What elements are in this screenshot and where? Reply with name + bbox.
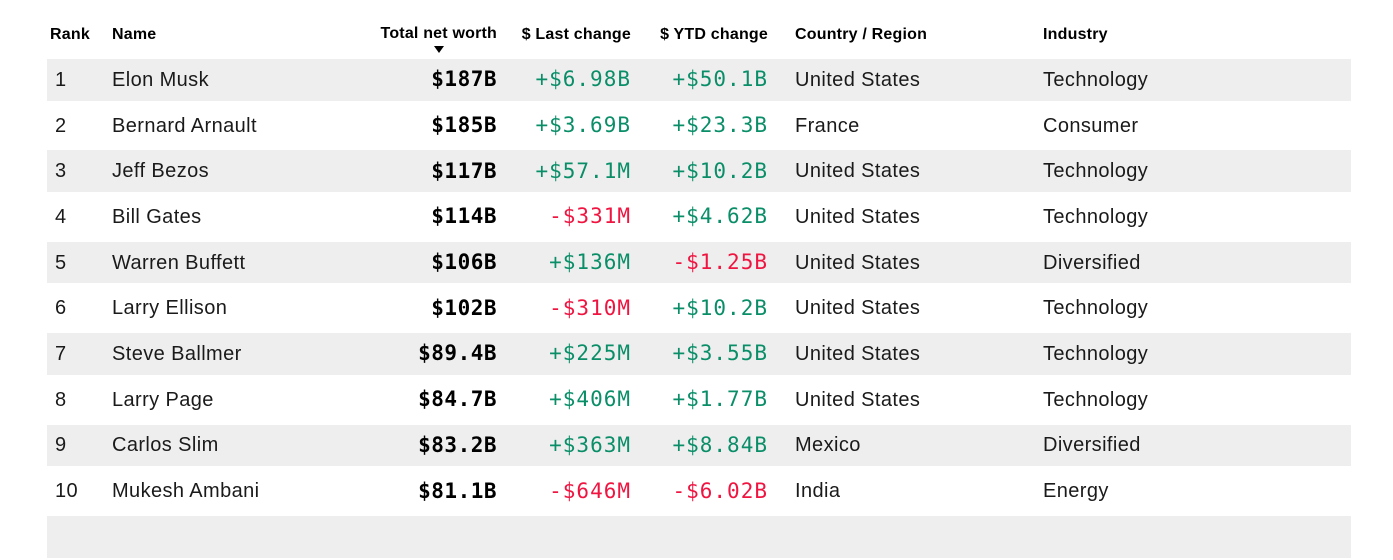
ytd-change-cell: -$6.02B [672, 478, 768, 503]
country-cell: United States [795, 68, 921, 91]
name-cell: Elon Musk [112, 68, 209, 91]
industry-cell: Technology [1043, 68, 1149, 91]
industry-cell: Diversified [1043, 251, 1141, 274]
country-cell: United States [795, 388, 921, 411]
last-change-cell: +$406M [549, 387, 631, 412]
industry-cell: Technology [1043, 342, 1149, 365]
table-row[interactable]: 1 Elon Musk $187B +$6.98B +$50.1B United Stat… [47, 57, 1351, 103]
country-cell: United States [795, 342, 921, 365]
name-cell: Larry Ellison [112, 297, 228, 320]
country-cell: United States [795, 297, 921, 320]
industry-cell: Technology [1043, 388, 1149, 411]
header-total-net-worth[interactable]: Total net worth [380, 26, 497, 57]
ytd-change-cell: +$4.62B [672, 204, 768, 229]
country-cell: India [795, 480, 841, 503]
table-row[interactable]: 7 Steve Ballmer $89.4B +$225M +$3.55B United … [47, 331, 1351, 377]
last-change-cell: -$310M [549, 295, 631, 320]
ytd-change-cell: +$3.55B [672, 341, 768, 366]
country-cell: Mexico [795, 434, 861, 457]
ytd-change-cell: +$10.2B [672, 158, 768, 183]
last-change-cell: +$6.98B [535, 67, 631, 92]
table-row[interactable]: 3 Jeff Bezos $117B +$57.1M +$10.2B United Sta… [47, 148, 1351, 195]
table-body: 1 Elon Musk $187B +$6.98B +$50.1B United Stat… [47, 57, 1351, 514]
net-worth-cell: $187B [431, 67, 497, 92]
last-change-cell: +$136M [549, 250, 631, 275]
header-last-change[interactable]: $ Last change [521, 26, 631, 43]
rank-cell: 2 [55, 114, 67, 137]
name-cell: Steve Ballmer [112, 342, 242, 365]
last-change-cell: +$363M [549, 432, 631, 457]
industry-cell: Energy [1043, 480, 1109, 503]
header-rank[interactable]: Rank [50, 26, 90, 43]
net-worth-cell: $117B [431, 158, 497, 183]
name-cell: Warren Buffett [112, 251, 246, 274]
ytd-change-cell: +$23.3B [672, 113, 768, 138]
country-cell: France [795, 114, 860, 137]
header-ytd-change[interactable]: $ YTD change [660, 26, 768, 43]
last-change-cell: +$225M [549, 341, 631, 366]
last-change-cell: -$331M [549, 204, 631, 229]
last-change-cell: +$57.1M [535, 158, 631, 183]
table-row-partial [47, 513, 1351, 560]
table-row[interactable]: 10 Mukesh Ambani $81.1B -$646M -$6.02B India E… [47, 468, 1351, 514]
rank-cell: 8 [55, 388, 67, 411]
table-header-row: Rank Name Total net worth $ Last change … [47, 0, 1351, 57]
net-worth-cell: $106B [431, 250, 497, 275]
name-cell: Carlos Slim [112, 434, 219, 457]
industry-cell: Technology [1043, 297, 1149, 320]
country-cell: United States [795, 205, 921, 228]
industry-cell: Consumer [1043, 114, 1139, 137]
rank-cell: 9 [55, 434, 67, 457]
rank-cell: 5 [55, 251, 67, 274]
industry-cell: Technology [1043, 160, 1149, 183]
header-industry[interactable]: Industry [1043, 26, 1108, 43]
table-row[interactable]: 4 Bill Gates $114B -$331M +$4.62B United Stat… [47, 194, 1351, 240]
name-cell: Mukesh Ambani [112, 480, 260, 503]
header-name[interactable]: Name [112, 26, 157, 43]
country-cell: United States [795, 251, 921, 274]
net-worth-cell: $81.1B [418, 478, 497, 503]
net-worth-cell: $83.2B [418, 432, 497, 457]
rank-cell: 6 [55, 297, 67, 320]
rank-cell: 7 [55, 342, 67, 365]
ytd-change-cell: -$1.25B [672, 250, 768, 275]
rank-cell: 10 [55, 480, 79, 503]
rank-cell: 1 [55, 68, 67, 91]
billionaires-table: Rank Name Total net worth $ Last change … [47, 0, 1351, 560]
country-cell: United States [795, 160, 921, 183]
rank-cell: 4 [55, 205, 67, 228]
net-worth-cell: $185B [431, 113, 497, 138]
net-worth-cell: $89.4B [418, 341, 497, 366]
net-worth-cell: $84.7B [418, 387, 497, 412]
industry-cell: Technology [1043, 205, 1149, 228]
name-cell: Bernard Arnault [112, 114, 257, 137]
name-cell: Larry Page [112, 388, 214, 411]
net-worth-cell: $102B [431, 295, 497, 320]
header-total-net-worth-label: Total net worth [380, 25, 497, 42]
ytd-change-cell: +$8.84B [672, 432, 768, 457]
header-country-region[interactable]: Country / Region [795, 26, 928, 43]
table-row[interactable]: 6 Larry Ellison $102B -$310M +$10.2B United S… [47, 285, 1351, 331]
name-cell: Bill Gates [112, 205, 202, 228]
net-worth-cell: $114B [431, 204, 497, 229]
table-row[interactable]: 2 Bernard Arnault $185B +$3.69B +$23.3B Franc… [47, 103, 1351, 149]
name-cell: Jeff Bezos [112, 160, 210, 183]
last-change-cell: -$646M [549, 478, 631, 503]
industry-cell: Diversified [1043, 434, 1141, 457]
sort-descending-icon [433, 46, 444, 53]
table-row[interactable]: 9 Carlos Slim $83.2B +$363M +$8.84B Mexico Div… [47, 422, 1351, 469]
table-row[interactable]: 8 Larry Page $84.7B +$406M +$1.77B United Sta… [47, 377, 1351, 423]
ytd-change-cell: +$1.77B [672, 387, 768, 412]
rank-cell: 3 [55, 160, 67, 183]
last-change-cell: +$3.69B [535, 113, 631, 138]
ytd-change-cell: +$50.1B [672, 67, 768, 92]
ytd-change-cell: +$10.2B [672, 295, 768, 320]
table-row[interactable]: 5 Warren Buffett $106B +$136M -$1.25B United … [47, 239, 1351, 286]
